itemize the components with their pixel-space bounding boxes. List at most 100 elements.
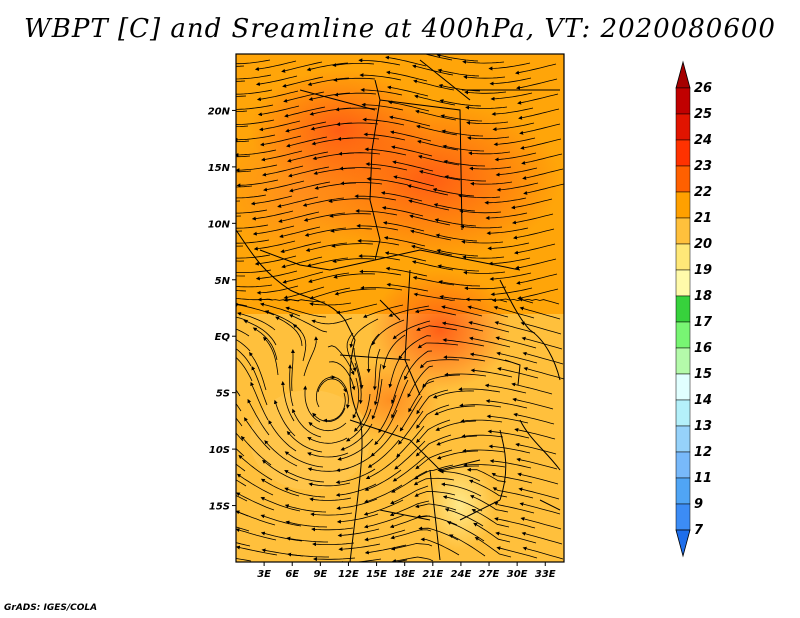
streamline [251, 210, 294, 221]
streamline [236, 417, 243, 427]
streamline [514, 243, 556, 255]
streamline [340, 181, 383, 186]
streamline [279, 226, 321, 238]
streamline [410, 229, 452, 241]
streamline [284, 451, 324, 468]
streamline [289, 181, 331, 193]
chart-title: WBPT [C] and Sreamline at 400hPa, VT: 20… [24, 14, 776, 44]
streamline [469, 336, 511, 348]
colorbar-label: 19 [694, 263, 712, 278]
streamline [444, 508, 484, 527]
colorbar-label: 15 [694, 367, 712, 382]
streamline [236, 110, 248, 112]
streamline [366, 333, 380, 374]
streamline [275, 316, 303, 347]
streamline [280, 241, 322, 254]
streamline [416, 325, 458, 331]
colorbar-segment [675, 503, 691, 531]
streamline [358, 58, 401, 66]
streamline [441, 321, 484, 332]
latitude-axis: 20N 15N 10N 5N EQ 5S 10S 15S [208, 106, 236, 513]
streamline [337, 528, 380, 538]
lon-tick-label: 24E [451, 569, 472, 580]
east-coast [499, 279, 561, 511]
streamline [496, 351, 538, 364]
streamline [392, 160, 434, 172]
streamline [236, 80, 246, 82]
streamline [365, 454, 401, 480]
streamline [468, 151, 511, 156]
streamline [439, 469, 481, 482]
streamline [308, 92, 351, 101]
colorbar-bottom-arrow [675, 529, 691, 558]
streamline [522, 168, 564, 180]
streamline [520, 321, 562, 335]
streamline [367, 439, 400, 468]
streamline [346, 408, 372, 442]
lat-tick-label: 15N [208, 163, 231, 174]
streamline [443, 159, 486, 167]
streamline [519, 502, 561, 515]
streamline [282, 76, 324, 88]
streamline [364, 469, 402, 491]
wbpt-south-west [250, 390, 370, 490]
streamline [485, 399, 528, 409]
streamline [358, 254, 401, 261]
streamline [390, 529, 432, 540]
streamline [359, 269, 402, 276]
streamline [521, 336, 563, 350]
streamline [307, 467, 350, 472]
streamline [438, 83, 481, 92]
streamline [287, 151, 329, 163]
streamline [496, 182, 539, 192]
streamlines [236, 54, 564, 562]
colorbar-label: 16 [694, 341, 712, 356]
streamline [493, 137, 536, 147]
streamline [392, 559, 408, 562]
streamline [448, 534, 486, 557]
streamline [423, 54, 453, 61]
streamline [518, 108, 560, 120]
streamline [490, 287, 533, 297]
streamline [380, 191, 423, 202]
streamline [435, 233, 478, 242]
streamline [236, 95, 247, 97]
streamline [381, 206, 424, 217]
streamline [517, 93, 559, 105]
streamline [356, 223, 399, 231]
colorbar-segment [675, 373, 691, 401]
streamline [349, 318, 379, 349]
streamline [236, 284, 273, 288]
streamline [236, 179, 279, 188]
streamline [523, 366, 564, 380]
streamline [490, 92, 533, 101]
streamline [389, 500, 430, 517]
streamline [303, 385, 321, 423]
streamline [416, 124, 458, 136]
streamline [399, 395, 423, 432]
streamline [243, 417, 271, 451]
streamline [491, 107, 534, 116]
streamline [236, 492, 275, 511]
streamline [261, 150, 303, 162]
coastlines-borders [236, 59, 561, 562]
colorbar-segment [675, 243, 691, 271]
streamline [334, 288, 376, 296]
streamline [390, 543, 433, 551]
streamline [365, 162, 408, 171]
streamline [389, 515, 431, 529]
streamline [236, 140, 250, 143]
streamline [409, 214, 451, 226]
streamline [263, 336, 279, 376]
streamline [236, 528, 277, 541]
streamline [488, 62, 531, 71]
colorbar-label: 7 [694, 523, 704, 538]
streamline [359, 73, 402, 81]
streamline [262, 165, 304, 177]
streamline [237, 311, 276, 331]
streamline [469, 166, 512, 171]
streamline [385, 55, 427, 67]
streamline [496, 546, 538, 559]
streamline [236, 119, 275, 127]
streamline [516, 78, 558, 90]
